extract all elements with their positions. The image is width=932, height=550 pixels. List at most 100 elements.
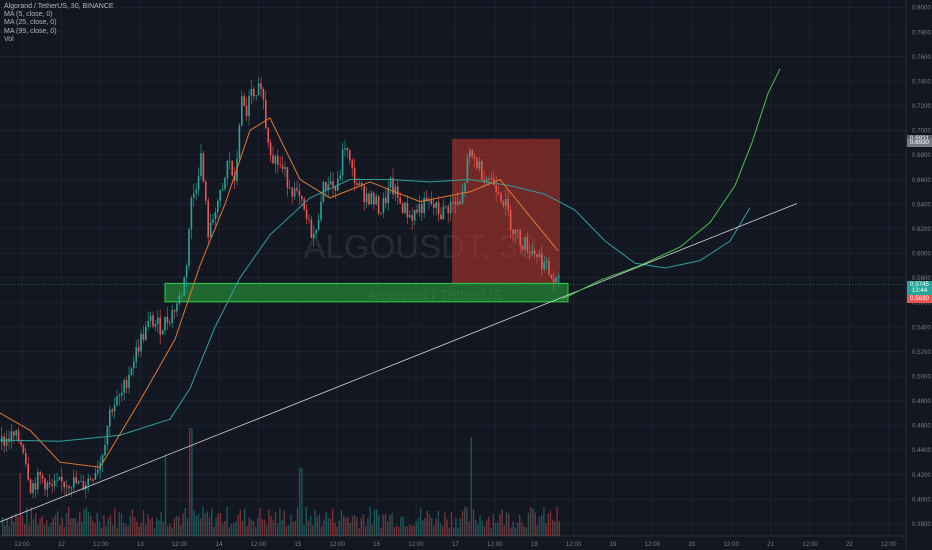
- volume-bar: [497, 522, 499, 536]
- volume-bar: [15, 513, 17, 536]
- volume-bar: [134, 517, 136, 536]
- y-tick-label: 0.5600: [912, 300, 931, 307]
- volume-bar: [228, 527, 230, 536]
- candle-body: [478, 161, 481, 169]
- candle-body: [140, 333, 142, 352]
- volume-bar: [378, 515, 380, 536]
- price-badge: 0.6930: [907, 139, 932, 148]
- volume-bar: [125, 524, 127, 536]
- candle-body: [351, 160, 353, 168]
- y-tick-label: 0.5800: [912, 275, 931, 282]
- volume-bar: [472, 508, 475, 536]
- candle-body: [349, 150, 351, 161]
- volume-bar: [406, 526, 409, 536]
- volume-bar: [523, 525, 525, 536]
- candle-body: [449, 201, 452, 214]
- volume-bar: [558, 521, 560, 536]
- volume-bar: [538, 516, 541, 536]
- volume-bar: [277, 522, 279, 536]
- candle-body: [286, 167, 289, 188]
- volume-bar: [259, 508, 261, 536]
- candle-body: [457, 201, 459, 205]
- volume-bar: [48, 526, 50, 536]
- volume-bar: [112, 525, 114, 536]
- volume-bar: [57, 511, 59, 536]
- candle-body: [34, 483, 37, 490]
- candle-body: [209, 222, 212, 238]
- candle-body: [346, 148, 349, 151]
- candle-body: [303, 198, 305, 210]
- volume-bar: [349, 522, 351, 536]
- candle-body: [130, 368, 133, 375]
- volume-bar: [263, 519, 266, 536]
- x-tick-label: 14: [216, 541, 223, 548]
- volume-bar: [481, 520, 483, 536]
- candle-body: [382, 197, 385, 213]
- candle-body: [41, 475, 44, 479]
- volume-bar: [175, 516, 178, 536]
- volume-bar: [246, 526, 248, 536]
- volume-bar: [10, 515, 13, 536]
- candle-body: [164, 316, 166, 331]
- volume-bar: [400, 517, 402, 536]
- candle-body: [392, 178, 394, 195]
- volume-bar: [136, 521, 138, 536]
- candle-body: [142, 333, 145, 340]
- ma25-line: [0, 117, 559, 468]
- y-tick-label: 0.5000: [912, 373, 931, 380]
- volume-bar: [32, 518, 35, 536]
- candle-body: [363, 185, 365, 203]
- candle-body: [46, 482, 49, 490]
- candle-body: [13, 431, 15, 436]
- volume-bar: [439, 523, 442, 536]
- volume-bar: [2, 517, 4, 536]
- volume-bar: [310, 515, 312, 536]
- volume-bar: [105, 526, 107, 536]
- volume-bar: [448, 527, 450, 536]
- y-tick-label: 0.4000: [912, 496, 931, 503]
- x-tick-label: 13: [137, 541, 144, 548]
- x-tick-label: 12:00: [93, 541, 109, 548]
- volume-bar: [494, 522, 497, 536]
- volume-bar: [508, 513, 510, 536]
- candle-body: [178, 295, 181, 304]
- candle-body: [361, 182, 363, 186]
- candle-body: [97, 469, 99, 474]
- volume-bar: [428, 514, 431, 536]
- volume-bar: [543, 506, 545, 536]
- volume-bar: [323, 519, 325, 536]
- candle-body: [341, 149, 344, 176]
- candle-body: [385, 197, 387, 204]
- candle-body: [421, 204, 423, 214]
- candle-body: [545, 260, 548, 263]
- volume-bar: [468, 521, 470, 536]
- volume-bar: [415, 521, 417, 536]
- volume-bar: [334, 522, 336, 536]
- candle-body: [310, 219, 313, 238]
- candle-body: [200, 153, 202, 176]
- volume-bar: [351, 515, 354, 536]
- candle-body: [281, 165, 284, 169]
- volume-bar: [248, 517, 250, 536]
- volume-bar: [387, 521, 389, 536]
- candle-body: [344, 148, 346, 150]
- volume-bar: [219, 513, 222, 536]
- candle-body: [509, 209, 512, 230]
- volume-bar: [525, 527, 527, 536]
- candle-body: [358, 182, 361, 186]
- candle-body: [332, 181, 334, 187]
- volume-bar: [131, 509, 134, 536]
- volume-bar: [312, 525, 314, 536]
- volume-bar: [92, 520, 94, 536]
- candle-body: [128, 374, 130, 388]
- volume-bar: [233, 522, 235, 536]
- volume-bar: [153, 527, 156, 536]
- volume-bar: [123, 522, 125, 536]
- x-tick-label: 12:00: [251, 541, 267, 548]
- volume-bar: [442, 525, 444, 536]
- volume-bar: [195, 516, 197, 536]
- volume-bar: [519, 514, 521, 536]
- volume-bar: [120, 513, 123, 536]
- y-tick-label: 0.7000: [912, 128, 931, 135]
